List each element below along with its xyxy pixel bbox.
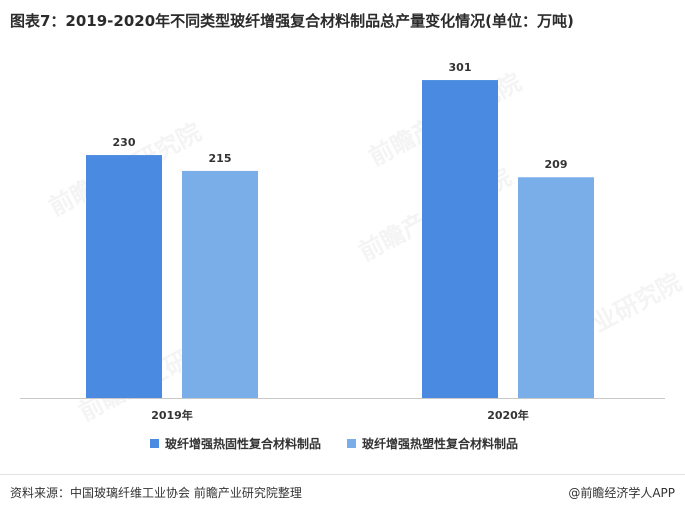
legend-item: 玻纤增强热固性复合材料制品	[150, 435, 321, 452]
source-note: 资料来源：中国玻璃纤维工业协会 前瞻产业研究院整理	[10, 486, 302, 500]
legend: 玻纤增强热固性复合材料制品 玻纤增强热塑性复合材料制品	[150, 435, 518, 452]
data-label: 230	[113, 136, 136, 149]
credit-note: @前瞻经济学人APP	[568, 486, 675, 500]
legend-swatch	[347, 439, 357, 448]
x-tick-label: 2019年	[151, 408, 193, 422]
bar	[518, 177, 594, 398]
chart-title: 图表7：2019-2020年不同类型玻纤增强复合材料制品总产量变化情况(单位：万…	[10, 12, 574, 30]
footer-divider	[0, 474, 685, 475]
legend-swatch	[150, 439, 159, 448]
legend-label: 玻纤增强热固性复合材料制品	[165, 437, 322, 451]
x-tick-label: 2020年	[487, 408, 529, 422]
bar-chart: 230 215 2019年 301 209 2020年	[20, 61, 665, 422]
data-label: 209	[545, 158, 568, 171]
legend-label: 玻纤增强热塑性复合材料制品	[362, 437, 519, 451]
legend-item: 玻纤增强热塑性复合材料制品	[347, 435, 518, 452]
bar	[422, 80, 498, 398]
bar	[86, 155, 162, 398]
data-label: 215	[209, 152, 232, 165]
data-label: 301	[449, 61, 472, 74]
bar	[182, 170, 258, 398]
